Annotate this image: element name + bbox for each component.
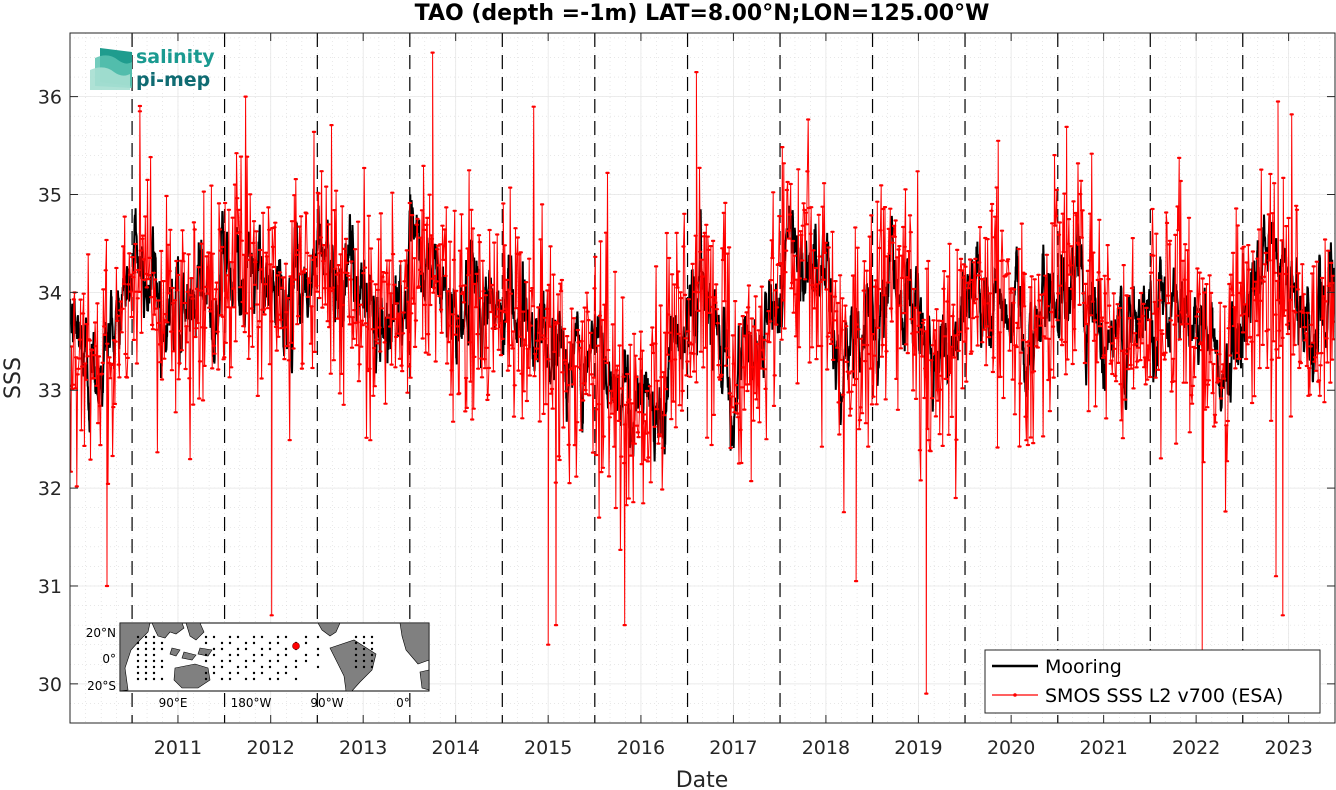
inset-map-frame [119, 622, 430, 692]
legend-label-mooring: Mooring [1045, 656, 1122, 678]
x-tick-label: 2022 [1172, 737, 1220, 759]
y-axis-label: SSS [1, 357, 26, 399]
inset-buoy-array [136, 635, 374, 681]
inset-buoy-dots [136, 635, 374, 681]
x-tick-label: 2017 [709, 737, 757, 759]
y-tick-label: 36 [38, 87, 62, 109]
legend-marker-smos [1013, 693, 1017, 697]
x-tick-label: 2019 [894, 737, 942, 759]
inset-location-map: 20°N 0° 20°S 90°E 180°W 90°W 0° [86, 622, 430, 710]
inset-lon-tick-90e: 90°E [159, 696, 188, 710]
inset-lon-tick-180w: 180°W [231, 696, 272, 710]
y-tick-label: 31 [38, 576, 62, 598]
x-tick-label: 2012 [247, 737, 295, 759]
x-axis-label: Date [676, 768, 729, 790]
legend-label-smos: SMOS SSS L2 v700 (ESA) [1045, 685, 1283, 707]
inset-station-marker [292, 642, 300, 650]
x-tick-label: 2021 [1079, 737, 1127, 759]
x-tick-label: 2011 [154, 737, 202, 759]
logo-line-pi-mep: pi-mep [136, 69, 210, 91]
inset-map-landmasses [119, 622, 430, 692]
legend-box [984, 649, 1321, 714]
year-boundary-lines [131, 33, 1244, 723]
y-tick-label: 30 [38, 674, 62, 696]
x-tick-label: 2014 [432, 737, 480, 759]
x-tick-label: 2020 [987, 737, 1035, 759]
x-tick-label: 2015 [524, 737, 572, 759]
x-tick-label: 2023 [1264, 737, 1312, 759]
logo-line-salinity: salinity [136, 46, 215, 68]
x-tick-label: 2016 [617, 737, 665, 759]
inset-lon-tick-0: 0° [396, 696, 410, 710]
smos-point-markers [70, 51, 1335, 695]
y-tick-label: 32 [38, 478, 62, 500]
y-tick-label: 35 [38, 184, 62, 206]
inset-lat-tick-20n: 20°N [86, 626, 116, 640]
salinity-pi-mep-logo: salinity pi-mep [90, 46, 215, 91]
x-axis-ticks: 2011 2012 2013 2014 2015 2016 2017 2018 2019 2020… [154, 33, 1313, 759]
legend: Mooring SMOS SSS L2 v700 (ESA) [984, 649, 1321, 714]
plot-frame [69, 32, 1336, 724]
y-tick-label: 33 [38, 380, 62, 402]
logo-waves-icon [90, 48, 132, 90]
y-tick-label: 34 [38, 282, 62, 304]
inset-lat-tick-0: 0° [102, 652, 116, 666]
chart-title: TAO (depth =-1m) LAT=8.00°N;LON=125.00°W [415, 1, 990, 26]
inset-lon-tick-90w: 90°W [310, 696, 343, 710]
x-tick-label: 2018 [802, 737, 850, 759]
smos-series-markers [70, 51, 1335, 695]
inset-lat-tick-20s: 20°S [87, 679, 116, 693]
x-tick-label: 2013 [339, 737, 387, 759]
y-axis-ticks: 30 31 32 33 34 35 36 [38, 87, 1335, 696]
